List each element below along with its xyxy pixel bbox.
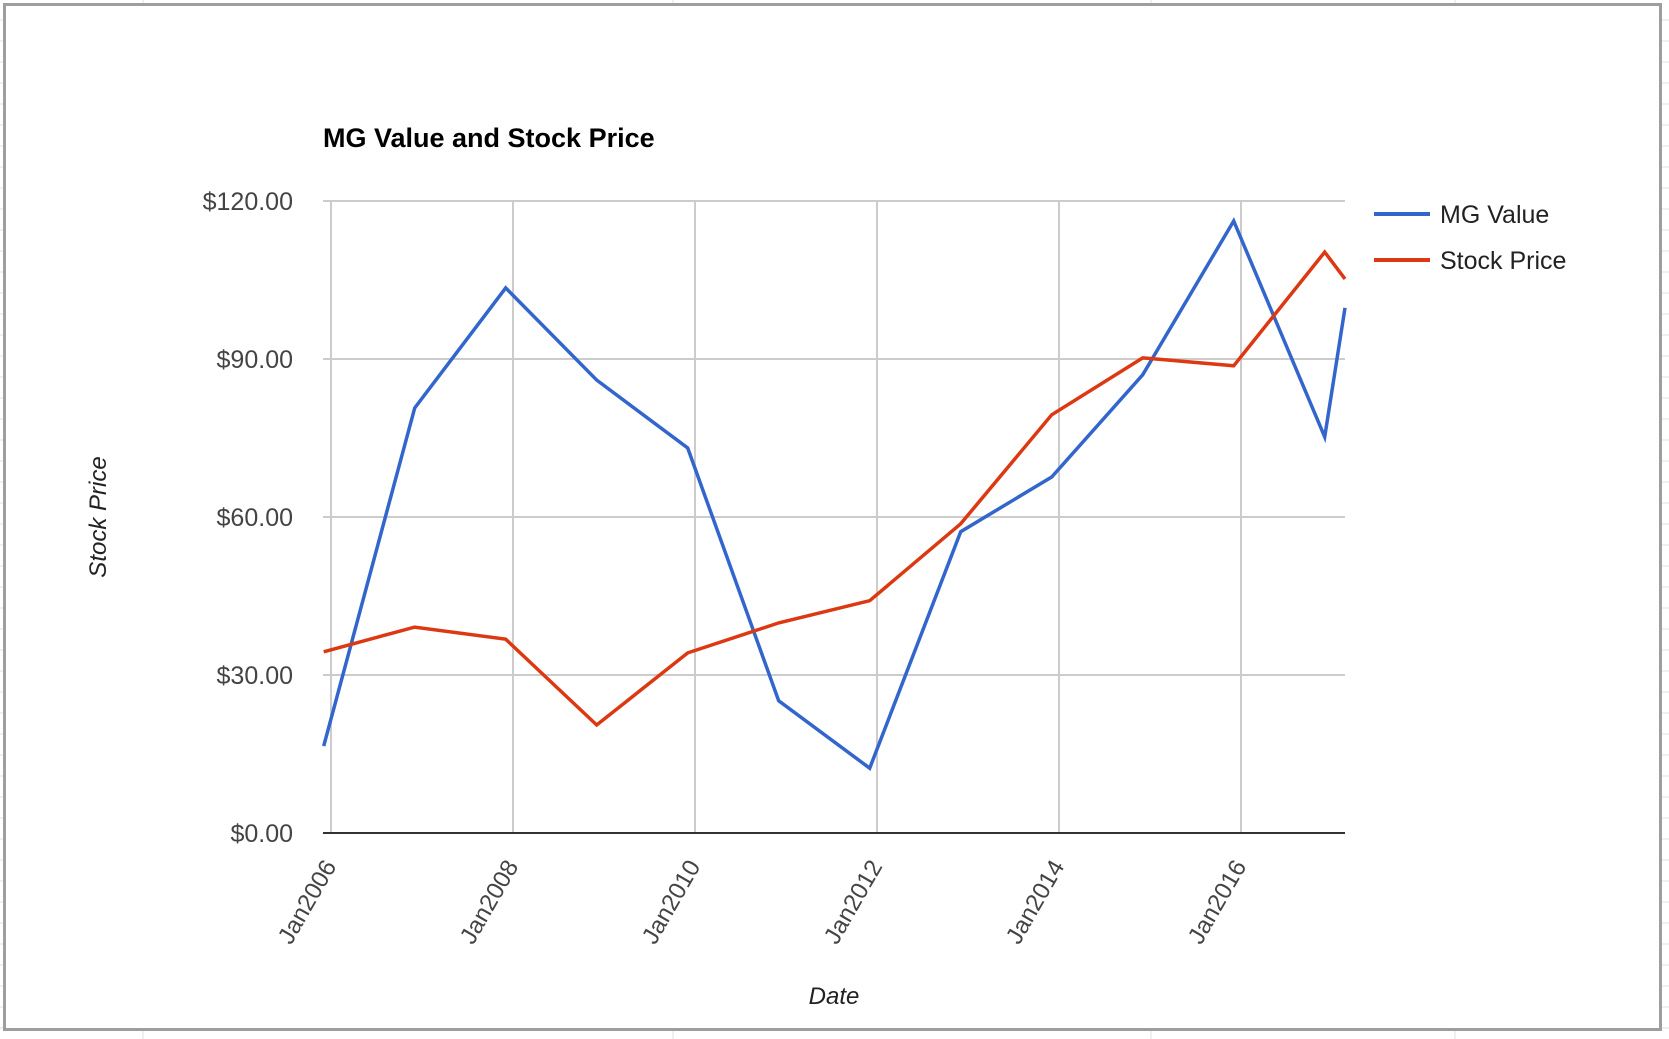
y-axis-title: Stock Price — [85, 456, 112, 577]
legend-item[interactable]: Stock Price — [1374, 247, 1566, 275]
x-tick-label: Jan2008 — [455, 856, 524, 949]
legend-label: Stock Price — [1440, 247, 1566, 275]
y-axis-ticks: $0.00 $30.00 $60.00 $90.00 $120.00 — [203, 188, 293, 848]
series-line-mg-value[interactable] — [322, 217, 1347, 771]
x-axis-title: Date — [809, 983, 860, 1010]
chart-title: MG Value and Stock Price — [323, 123, 655, 153]
y-tick-label: $60.00 — [217, 504, 293, 532]
x-tick-label: Jan2006 — [273, 856, 342, 949]
x-tick-label: Jan2010 — [637, 856, 706, 949]
y-tick-label: $90.00 — [217, 346, 293, 374]
y-tick-label: $120.00 — [203, 188, 293, 216]
x-axis-ticks: Jan2006 Jan2008 Jan2010 Jan2012 Jan2014 Jan20… — [273, 856, 1252, 949]
gridlines — [323, 200, 1345, 833]
legend-item[interactable]: MG Value — [1374, 201, 1549, 229]
legend-label: MG Value — [1440, 201, 1549, 229]
series-lines — [322, 217, 1347, 771]
y-tick-label: $0.00 — [230, 820, 293, 848]
x-tick-label: Jan2016 — [1183, 856, 1252, 949]
legend: MG Value Stock Price — [1374, 201, 1566, 275]
x-tick-label: Jan2014 — [1001, 856, 1070, 949]
y-tick-label: $30.00 — [217, 662, 293, 690]
x-tick-label: Jan2012 — [819, 856, 888, 949]
series-line-stock-price[interactable] — [323, 249, 1347, 728]
